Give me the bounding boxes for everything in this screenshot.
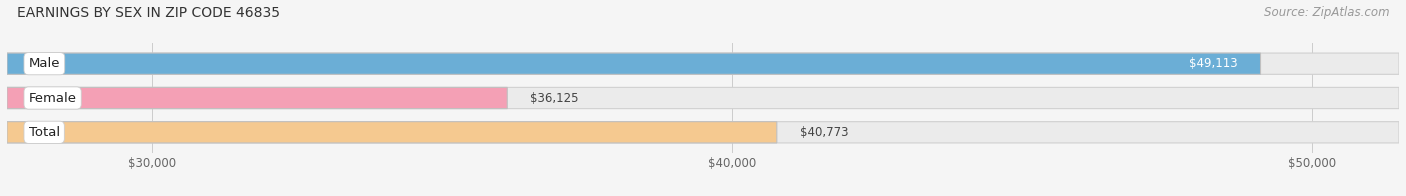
Text: Source: ZipAtlas.com: Source: ZipAtlas.com	[1264, 6, 1389, 19]
Text: Male: Male	[28, 57, 60, 70]
Text: $40,773: $40,773	[800, 126, 849, 139]
FancyBboxPatch shape	[7, 87, 1399, 109]
FancyBboxPatch shape	[7, 53, 1399, 74]
Text: Female: Female	[28, 92, 76, 104]
FancyBboxPatch shape	[7, 87, 508, 109]
Text: Total: Total	[28, 126, 59, 139]
Text: EARNINGS BY SEX IN ZIP CODE 46835: EARNINGS BY SEX IN ZIP CODE 46835	[17, 6, 280, 20]
FancyBboxPatch shape	[7, 122, 1399, 143]
Text: $36,125: $36,125	[530, 92, 579, 104]
FancyBboxPatch shape	[7, 122, 778, 143]
FancyBboxPatch shape	[7, 53, 1261, 74]
Text: $49,113: $49,113	[1188, 57, 1237, 70]
